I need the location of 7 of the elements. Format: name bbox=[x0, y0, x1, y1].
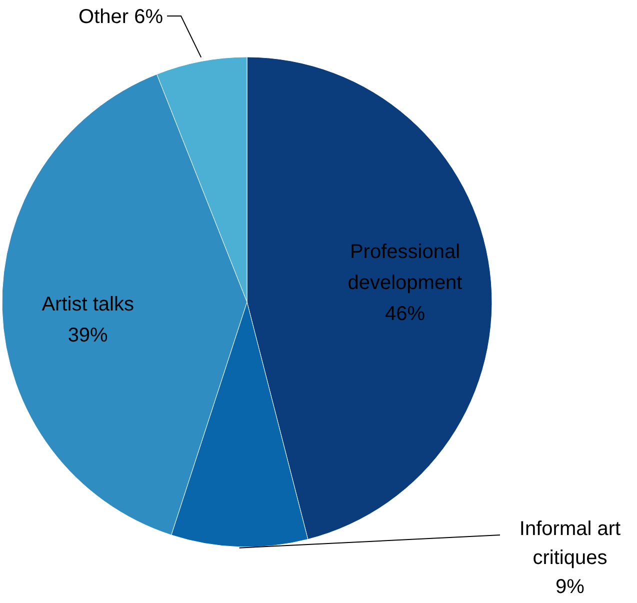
data-label: 46% bbox=[384, 303, 426, 326]
slice-label: Professional development bbox=[348, 241, 463, 294]
slice-label: Informal art critiques bbox=[519, 518, 622, 569]
slice-label: Artist talks bbox=[42, 294, 134, 316]
slice-label: Other 6% bbox=[78, 6, 164, 28]
data-label: 39% bbox=[68, 324, 108, 346]
data-label: 9% bbox=[556, 576, 585, 598]
